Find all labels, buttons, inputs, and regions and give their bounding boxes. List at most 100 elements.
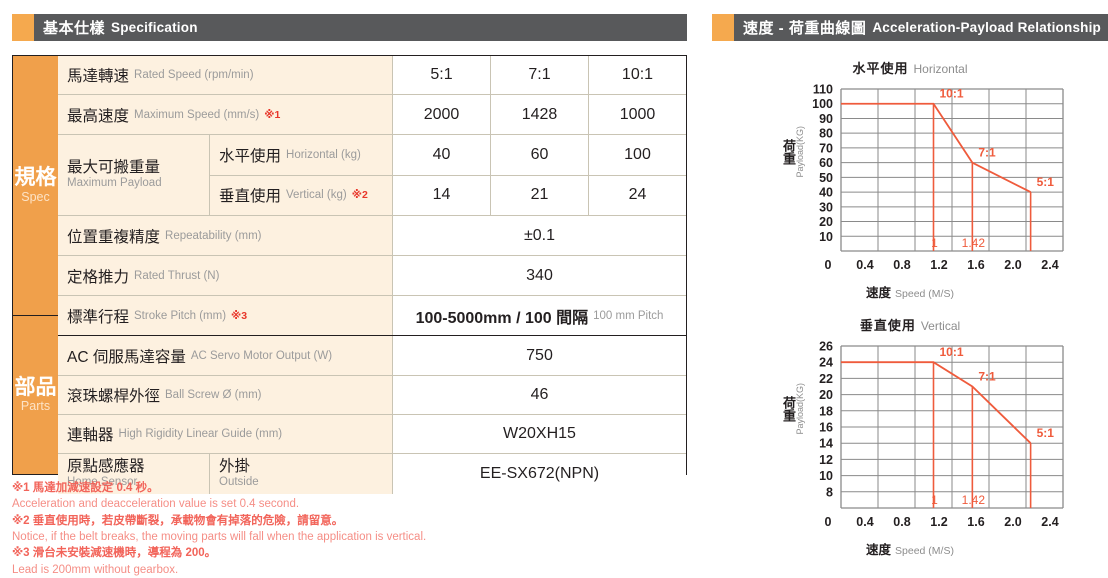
xlabel-en: Speed (M/S) (895, 545, 954, 557)
svg-text:0.8: 0.8 (893, 515, 910, 529)
svg-text:2.0: 2.0 (1004, 258, 1021, 272)
value-cell: 40 (393, 135, 491, 175)
row-label-linear-guide: 連軸器 High Rigidity Linear Guide (mm) (58, 415, 393, 453)
label-cn: 最大可搬重量 (67, 159, 161, 177)
row-values: W20XH15 (393, 415, 686, 453)
row-values: 5:1 7:1 10:1 (393, 56, 686, 94)
svg-text:60: 60 (819, 156, 833, 170)
svg-text:1.42: 1.42 (962, 236, 986, 250)
specification-table: 規格 Spec 部品 Parts 馬達轉速 Rated Speed (rpm/m… (12, 55, 687, 494)
table-row: 位置重複精度 Repeatability (mm) ±0.1 (58, 216, 686, 256)
row-label-rated-speed: 馬達轉速 Rated Speed (rpm/min) (58, 56, 393, 94)
value-sub: 100 mm Pitch (593, 309, 664, 322)
payload-subrows: 水平使用 Horizontal (kg) 40 60 100 垂直使用 Vert… (210, 135, 686, 215)
chart-title-cn: 垂直使用 (859, 318, 916, 333)
label-en: Maximum Payload (67, 177, 162, 190)
value-cell: 21 (491, 175, 589, 215)
value-cell: 100-5000mm / 100 間隔 100 mm Pitch (393, 296, 686, 335)
svg-text:50: 50 (819, 171, 833, 185)
label-en: Maximum Speed (mm/s) (134, 108, 260, 121)
row-label-repeatability: 位置重複精度 Repeatability (mm) (58, 216, 393, 255)
label-cn: 滾珠螺桿外徑 (67, 388, 161, 405)
svg-text:18: 18 (819, 404, 833, 418)
row-values: 2000 1428 1000 (393, 95, 686, 134)
row-label-maximum-payload: 最大可搬重量 Maximum Payload (58, 135, 210, 215)
row-label-ac-servo-motor-output: AC 伺服馬達容量 AC Servo Motor Output (W) (58, 336, 393, 375)
svg-text:20: 20 (819, 215, 833, 229)
svg-text:7:1: 7:1 (978, 146, 996, 160)
table-row: 連軸器 High Rigidity Linear Guide (mm) W20X… (58, 415, 686, 454)
footnote-2-cn: ※2 垂直使用時，若皮帶斷裂，承載物會有掉落的危險，請留意。 (12, 514, 344, 527)
svg-text:100: 100 (812, 97, 833, 111)
ylabel-cn: 荷重 (781, 395, 796, 422)
xlabel-cn: 速度 (866, 543, 892, 557)
row-values: 100-5000mm / 100 間隔 100 mm Pitch (393, 296, 686, 335)
label-cn: 垂直使用 (219, 188, 282, 206)
footnote-3-en: Lead is 200mm without gearbox. (12, 563, 179, 576)
value-cell: 14 (393, 175, 491, 215)
row-values: 340 (393, 256, 686, 295)
row-values: 750 (393, 336, 686, 375)
group-spec-label-cn: 規格 (14, 166, 57, 190)
value-cell: 46 (393, 376, 686, 414)
svg-text:5:1: 5:1 (1037, 175, 1055, 189)
svg-text:5:1: 5:1 (1037, 426, 1055, 440)
svg-text:0: 0 (825, 258, 832, 272)
table-row: AC 伺服馬達容量 AC Servo Motor Output (W) 750 (58, 336, 686, 376)
table-row: 原點感應器 Home Sensor 外掛 Outside EE-SX672(NP… (58, 454, 686, 494)
label-en: Rated Speed (rpm/min) (134, 69, 254, 81)
svg-text:0.8: 0.8 (893, 258, 910, 272)
value-cell: 340 (393, 256, 686, 295)
chart-title-en: Horizontal (913, 62, 968, 76)
value-cell: 7:1 (491, 56, 589, 94)
svg-text:1: 1 (931, 236, 938, 250)
chart-section-header: 速度 - 荷重曲線圖 Acceleration-Payload Relation… (712, 14, 1108, 41)
chart-horizontal: 水平使用 Horizontal 10 20 30 40 50 60 70 80 90 100 110 0… (712, 58, 1108, 306)
label-cn: AC 伺服馬達容量 (67, 348, 186, 366)
group-parts-label-en: Parts (20, 399, 51, 414)
svg-text:1.2: 1.2 (930, 258, 947, 272)
chart-vertical-title: 垂直使用 Vertical (712, 315, 1108, 334)
svg-text:40: 40 (819, 186, 833, 200)
table-row: 水平使用 Horizontal (kg) 40 60 100 (210, 135, 686, 176)
svg-text:16: 16 (819, 421, 833, 435)
svg-text:22: 22 (819, 372, 833, 386)
row-label-stroke-pitch: 標準行程 Stroke Pitch (mm) ※3 (58, 296, 393, 335)
spec-header-title-en: Specification (111, 20, 198, 35)
chart-vertical-ylabel: 荷重 Payload(KG) (781, 383, 818, 435)
label-en: Vertical (kg) (286, 189, 347, 202)
value-cell: 100 (589, 135, 686, 175)
label-cn: 最高速度 (67, 107, 130, 125)
chart-header-title-cn: 速度 - 荷重曲線圖 (743, 20, 867, 37)
svg-text:24: 24 (819, 356, 833, 370)
table-row: 標準行程 Stroke Pitch (mm) ※3 100-5000mm / 1… (58, 296, 686, 336)
ylabel-en: Payload(KG) (795, 126, 805, 178)
footnote-2-en: Notice, if the belt breaks, the moving p… (12, 530, 427, 543)
label-en: Stroke Pitch (mm) (134, 309, 227, 322)
row-values: 14 21 24 (393, 175, 686, 215)
chart-horizontal-title: 水平使用 Horizontal (712, 58, 1108, 77)
value-cell: 1428 (491, 95, 589, 134)
footnotes: ※1 馬達加減速設定 0.4 秒。 Acceleration and deacc… (12, 480, 672, 578)
label-en: Ball Screw Ø (mm) (165, 389, 262, 401)
row-label-home-sensor-type: 外掛 Outside (210, 454, 393, 494)
label-cn: 位置重複精度 (67, 228, 161, 246)
svg-text:1.42: 1.42 (962, 493, 986, 507)
row-label-home-sensor: 原點感應器 Home Sensor (58, 454, 210, 494)
label-en: High Rigidity Linear Guide (mm) (118, 428, 283, 440)
value-cell: 2000 (393, 95, 491, 134)
svg-text:90: 90 (819, 112, 833, 126)
svg-text:7:1: 7:1 (978, 370, 996, 384)
svg-text:1.6: 1.6 (967, 258, 984, 272)
group-cell-parts: 部品 Parts (13, 316, 58, 474)
svg-text:0: 0 (825, 515, 832, 529)
svg-text:110: 110 (813, 83, 833, 97)
value-cell: 24 (589, 175, 686, 215)
row-values: 40 60 100 (393, 135, 686, 175)
label-cn: 標準行程 (67, 308, 130, 326)
svg-text:8: 8 (826, 485, 833, 499)
svg-text:10:1: 10:1 (940, 345, 964, 359)
svg-text:2.0: 2.0 (1004, 515, 1021, 529)
label-en: Home Sensor (67, 476, 138, 489)
ylabel-cn: 荷重 (781, 138, 796, 165)
